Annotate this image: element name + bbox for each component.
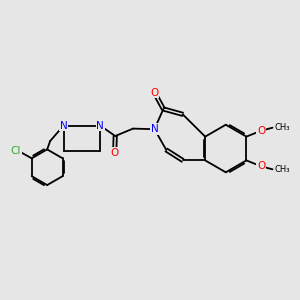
- Text: Cl: Cl: [11, 146, 21, 156]
- Text: O: O: [110, 148, 119, 158]
- Text: CH₃: CH₃: [274, 123, 290, 132]
- Text: O: O: [257, 161, 266, 171]
- Text: N: N: [97, 121, 104, 130]
- Text: N: N: [151, 124, 158, 134]
- Text: CH₃: CH₃: [274, 165, 290, 174]
- Text: O: O: [150, 88, 159, 98]
- Text: N: N: [60, 121, 68, 130]
- Text: O: O: [257, 126, 266, 136]
